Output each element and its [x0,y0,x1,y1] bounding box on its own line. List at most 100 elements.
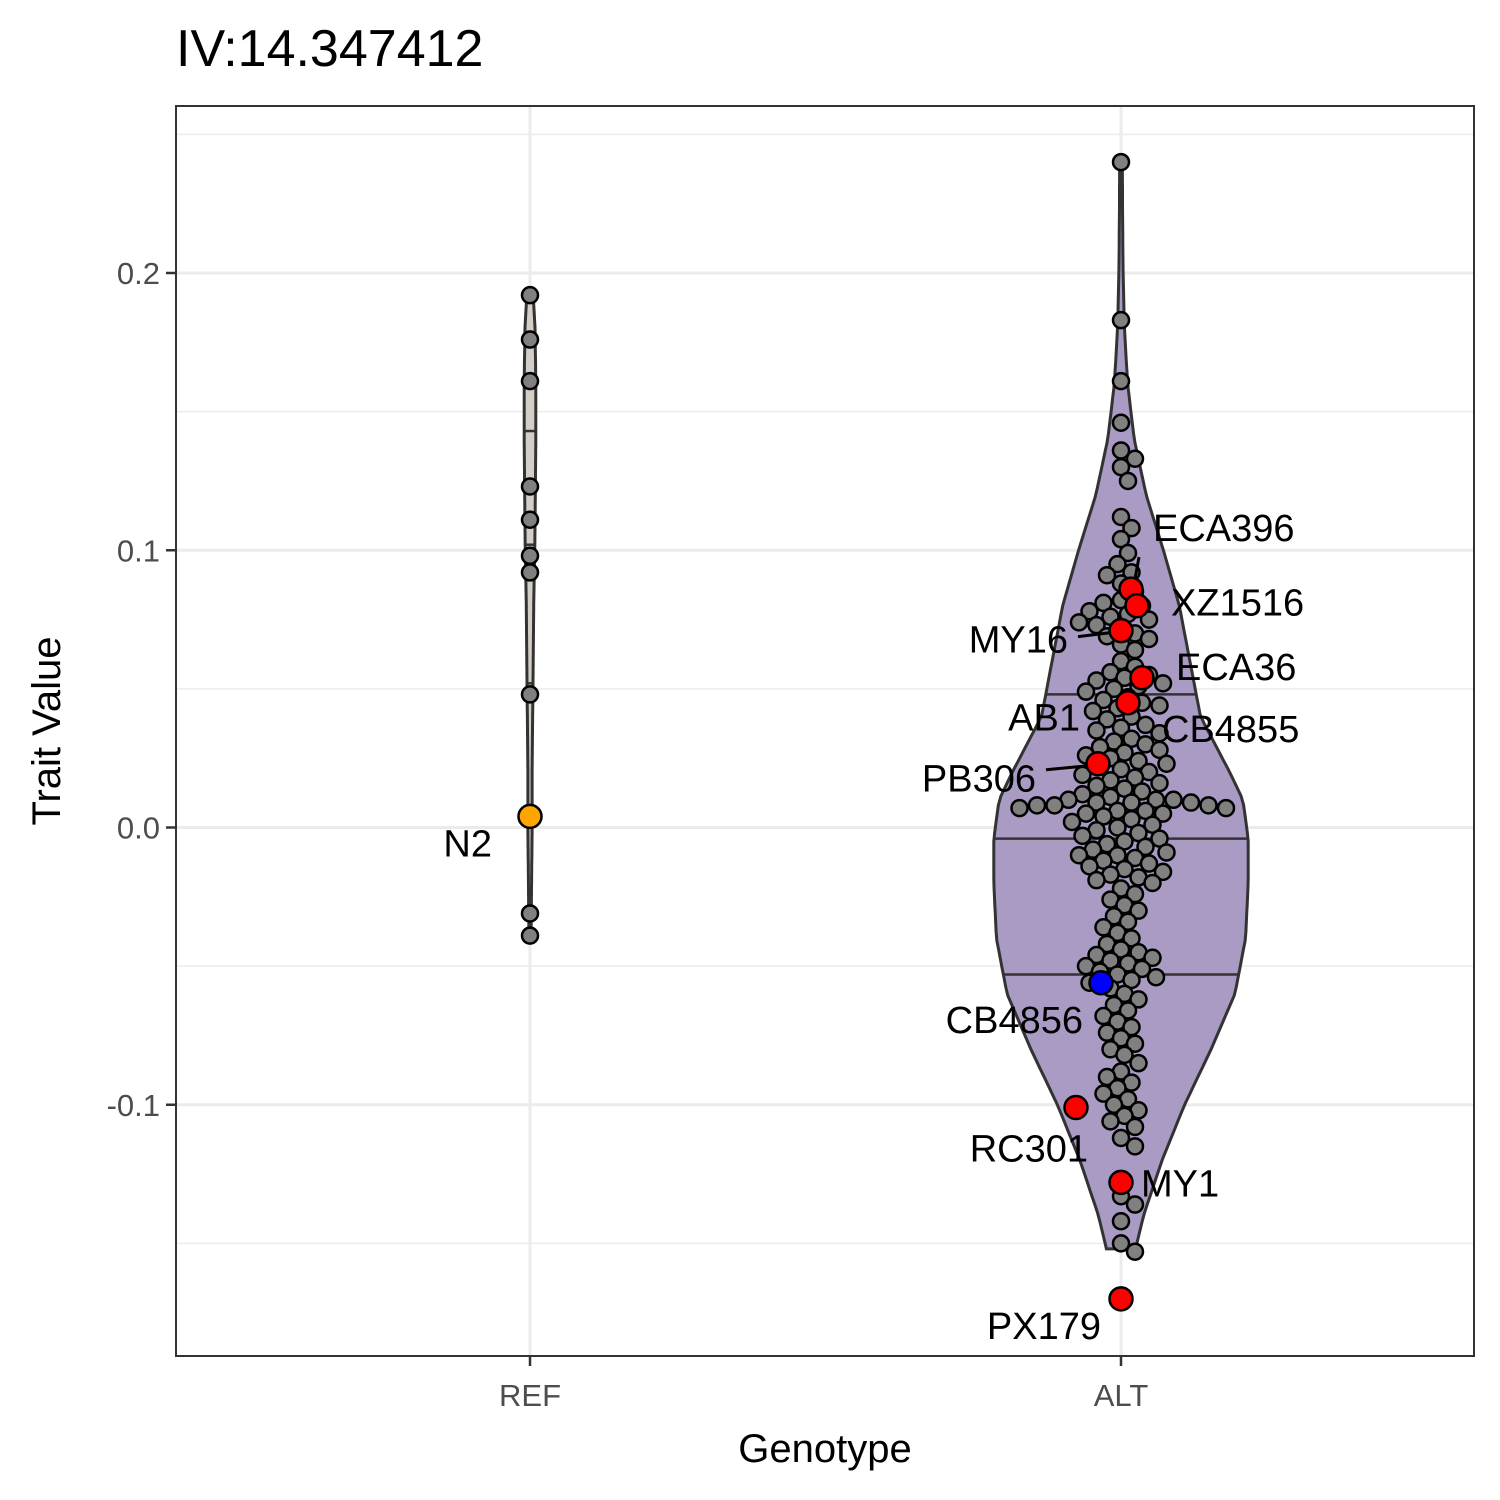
label-leader-line [1133,556,1141,580]
data-point [1143,873,1162,893]
x-axis-title: Genotype [738,1427,911,1471]
data-point [1125,1242,1145,1261]
data-point [1199,796,1218,815]
strain-label-my16: MY16 [969,620,1068,662]
data-point [1076,804,1096,823]
data-point [1045,796,1064,815]
data-point [1111,152,1131,172]
data-point [1125,1117,1145,1137]
data-point [1118,912,1138,932]
y-tick-label: 0.1 [117,533,160,568]
data-point [1153,804,1173,823]
plot-background [176,106,1474,1356]
data-point [1076,682,1096,701]
data-point [1087,721,1106,740]
data-point [1111,1211,1131,1231]
data-points [517,152,1236,1312]
data-point [1111,413,1131,432]
data-point [1132,782,1152,801]
data-point [520,510,540,530]
highlight-point-n2 [517,803,543,830]
strain-label-cb4855: CB4855 [1162,709,1299,751]
data-point [1139,854,1159,873]
data-point [1069,845,1089,865]
data-point [1125,884,1145,904]
strain-label-pb306: PB306 [922,759,1036,801]
data-point [1125,1137,1145,1156]
data-point [1115,1045,1134,1065]
data-point [1164,790,1183,810]
data-point [520,904,540,923]
data-point [1101,1112,1120,1131]
data-point [520,371,540,391]
data-point [1132,959,1152,979]
data-point [1150,773,1169,793]
data-point [1150,696,1169,715]
strain-annotations: N2 ECA396 XZ1516 MY16 ECA36 AB1 CB4855 PB306 CB4… [443,508,1304,1348]
highlight-point-my1 [1108,1169,1134,1196]
highlight-point-xz1516 [1124,592,1150,619]
data-point [1111,1234,1131,1253]
data-point [1157,843,1176,862]
data-point [1157,754,1176,773]
chart-title: IV:14.347412 [176,20,483,78]
data-point [1125,1034,1145,1054]
data-point [520,546,540,566]
strain-label-my1: MY1 [1141,1163,1219,1205]
y-tick-label: 0.0 [117,811,160,846]
data-point [1122,1017,1141,1037]
data-point [1153,862,1173,882]
data-point [1125,1195,1145,1214]
data-point [1181,793,1201,812]
strain-label-xz1516: XZ1516 [1171,583,1304,625]
highlight-point-pb306 [1085,750,1111,777]
data-point [1073,826,1092,846]
data-point [1062,812,1082,832]
data-point [1111,507,1131,527]
strain-label-ab1: AB1 [1008,698,1080,740]
data-point [1139,629,1159,649]
data-point [1087,671,1106,690]
highlight-point-px179 [1108,1286,1134,1312]
data-point [1129,901,1148,920]
data-point [1083,701,1103,721]
data-point [520,330,540,349]
data-point [1146,967,1166,987]
data-point [1027,796,1047,815]
data-point [1094,1084,1113,1103]
strain-label-cb4856: CB4856 [946,1000,1083,1042]
data-point [1216,798,1236,818]
strain-label-px179: PX179 [987,1306,1101,1348]
data-point [1108,554,1127,574]
data-point [1111,1128,1131,1148]
data-point [1136,715,1155,735]
data-point [1094,690,1113,710]
data-point [1097,1067,1117,1087]
y-tick-label: -0.1 [107,1088,160,1123]
highlight-point-rc301 [1063,1094,1089,1121]
data-point [1118,1001,1138,1020]
data-point [1118,543,1138,563]
data-point [1125,640,1145,660]
highlight-point-eca36 [1129,665,1155,691]
data-point [1129,751,1148,771]
data-point [520,685,540,704]
strain-label-eca396: ECA396 [1153,508,1295,550]
y-tick-label: 0.2 [117,256,160,291]
x-tick-label-ref: REF [499,1378,561,1413]
highlight-point-ab1 [1115,689,1141,716]
data-point [1122,518,1141,538]
label-leader-line [1077,631,1112,639]
data-point [520,477,540,496]
data-point [1111,371,1131,391]
data-point [1129,1053,1148,1073]
data-point [520,926,540,945]
data-point [1087,870,1106,890]
data-point [1010,798,1029,818]
strain-label-rc301: RC301 [970,1129,1088,1171]
data-point [1111,310,1131,330]
data-point [520,563,540,582]
data-point [1118,471,1138,491]
y-axis: -0.1 0.0 0.1 0.2 [107,256,176,1123]
